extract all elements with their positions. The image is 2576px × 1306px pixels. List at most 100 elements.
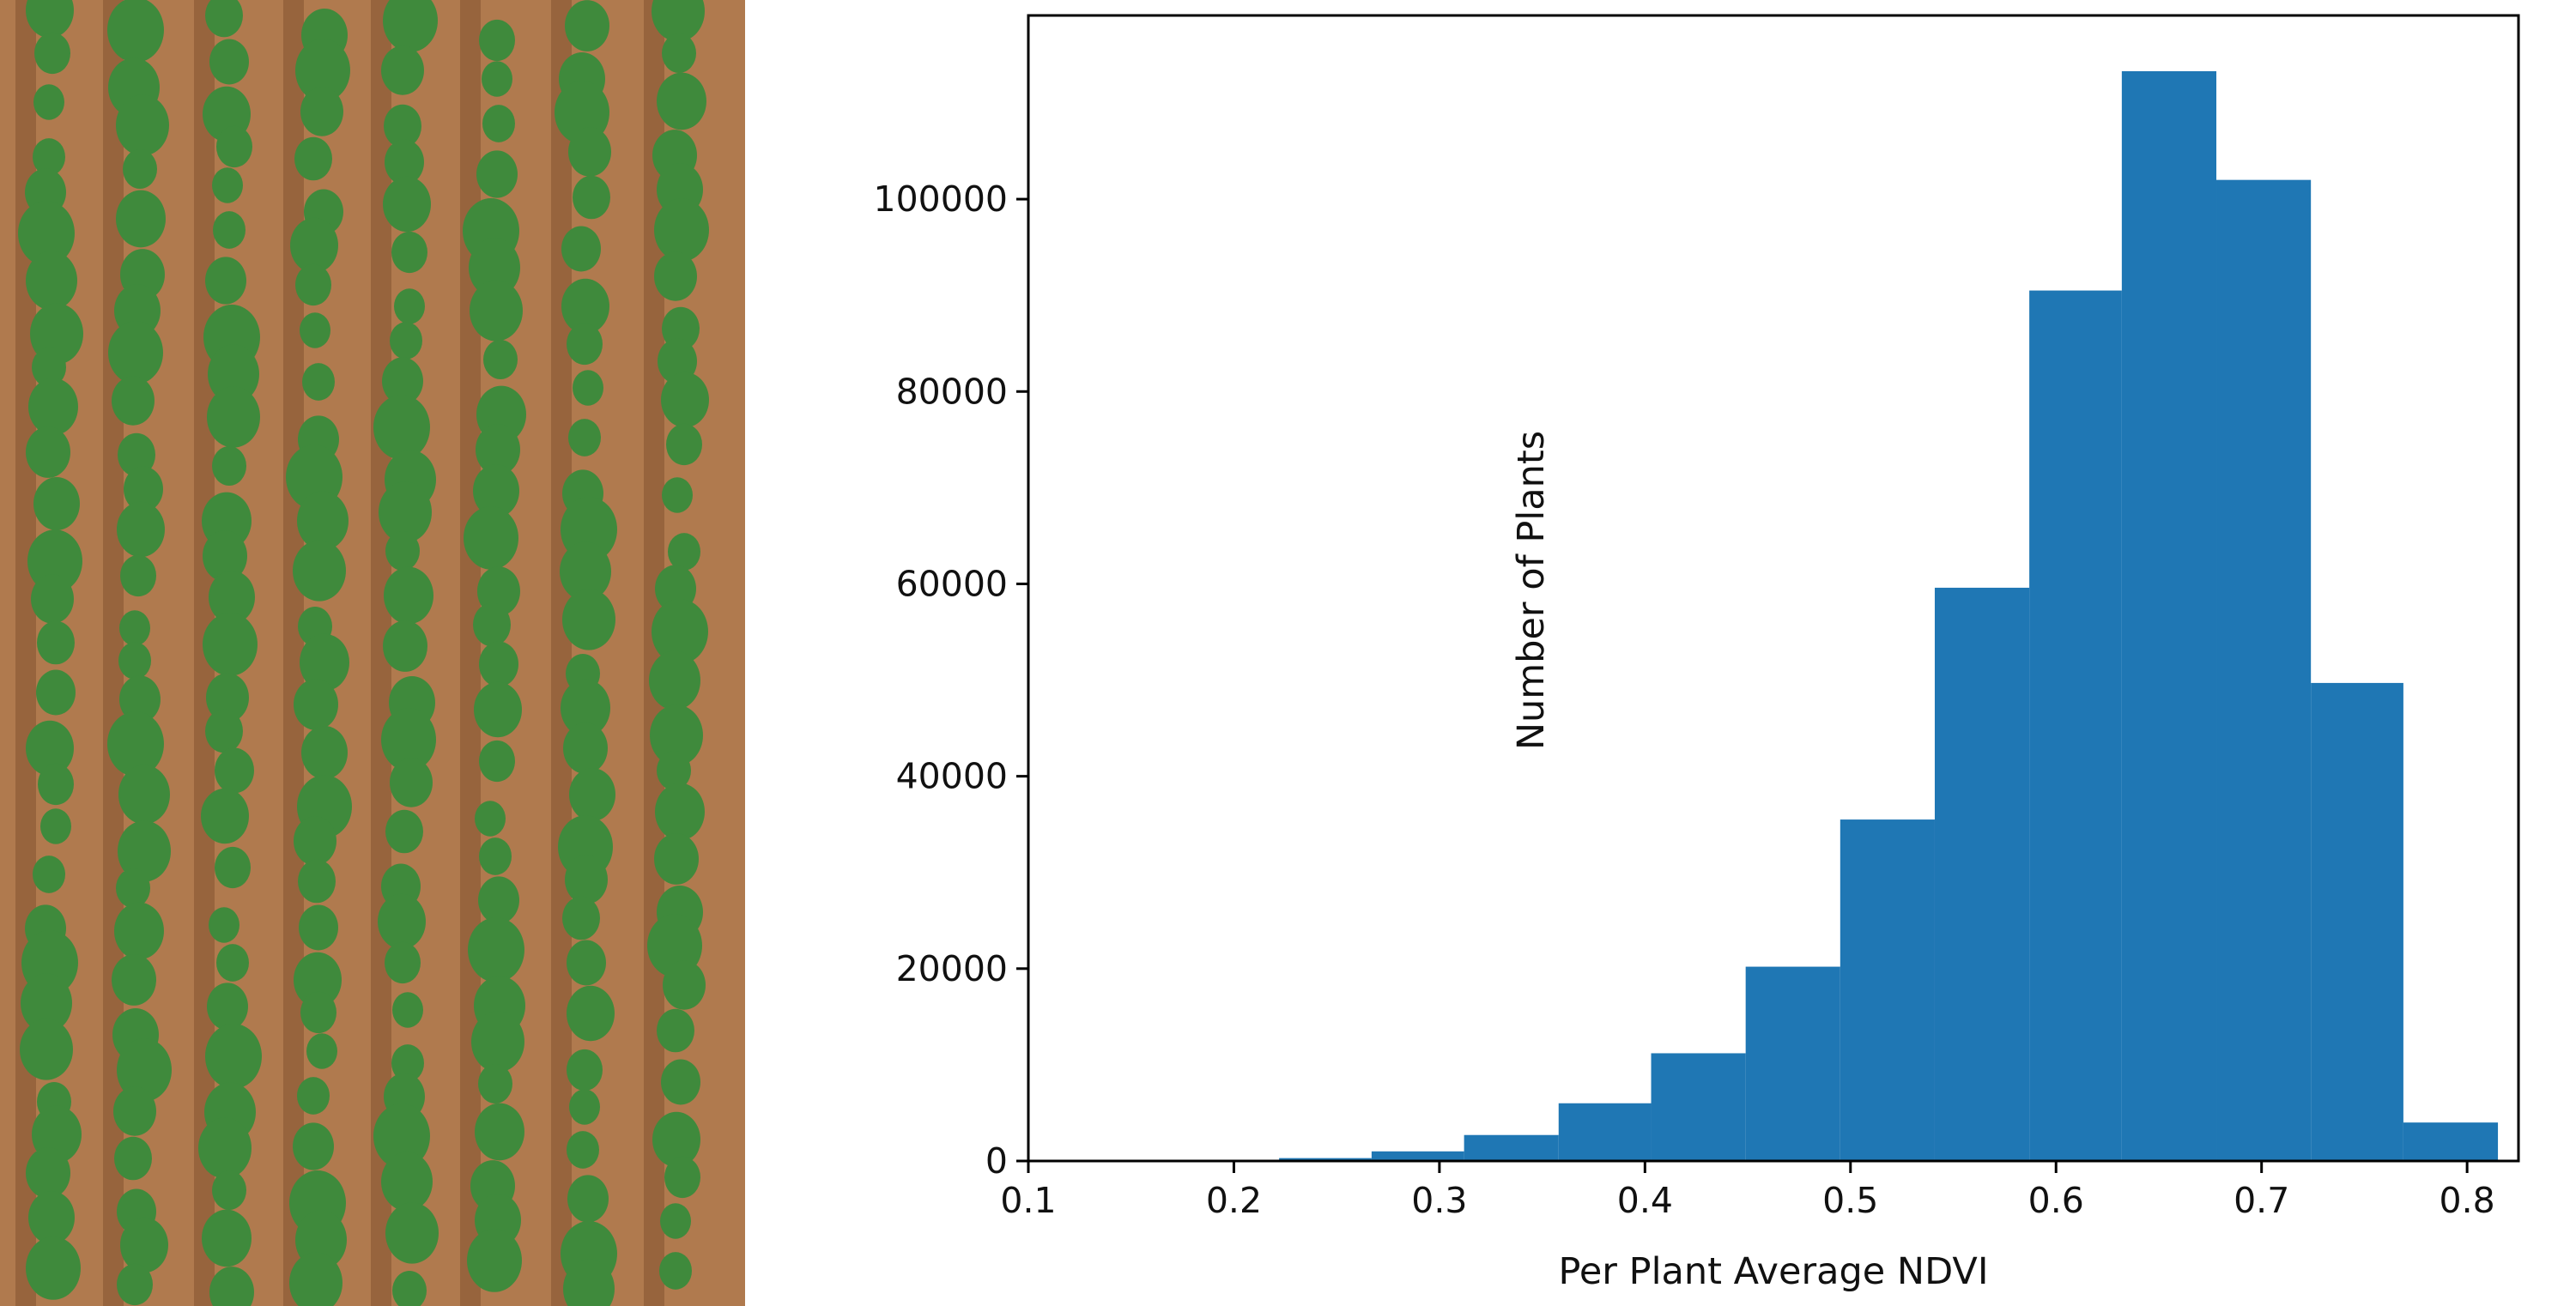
plant <box>478 1064 512 1103</box>
plant <box>201 788 249 844</box>
histogram-bar <box>2029 290 2122 1161</box>
plant <box>205 1024 262 1089</box>
x-tick-label: 0.4 <box>1617 1180 1673 1221</box>
plant <box>203 530 247 582</box>
histogram-bar <box>1464 1134 1559 1161</box>
plant <box>294 679 338 730</box>
plant <box>464 506 518 570</box>
plant <box>661 372 709 428</box>
plant <box>118 642 151 680</box>
y-axis-ticks: 0 20000 40000 60000 80000 100000 <box>873 178 1028 1182</box>
histogram-bar <box>2403 1122 2499 1161</box>
plant <box>475 801 506 837</box>
plant <box>21 973 72 1033</box>
furrow <box>283 0 304 1306</box>
plant <box>290 217 338 274</box>
plant <box>473 463 519 518</box>
plant <box>212 446 246 486</box>
plant <box>390 322 422 360</box>
plant <box>383 0 438 52</box>
plant <box>32 348 66 387</box>
plant <box>382 357 423 405</box>
plant <box>293 1122 334 1170</box>
plant <box>215 747 254 794</box>
plant <box>205 0 243 38</box>
plant <box>117 501 165 558</box>
plant <box>567 1049 603 1091</box>
plant <box>469 238 520 298</box>
plant <box>483 340 518 379</box>
plant <box>117 1263 153 1306</box>
plant <box>207 386 260 448</box>
x-tick-label: 0.5 <box>1822 1180 1878 1221</box>
plant <box>561 679 610 737</box>
plant <box>567 985 615 1042</box>
histogram-bar <box>2121 71 2217 1161</box>
plant <box>385 941 421 984</box>
plant <box>209 1267 254 1306</box>
plant <box>479 19 515 62</box>
plant <box>34 32 70 75</box>
plant <box>116 94 169 156</box>
plant <box>107 0 164 63</box>
plant <box>666 423 702 466</box>
plant <box>563 723 608 774</box>
y-tick-label: 0 <box>985 1140 1008 1182</box>
plant <box>301 725 348 780</box>
plant <box>297 1077 330 1115</box>
plant <box>652 1111 700 1168</box>
plant <box>33 138 65 176</box>
plant <box>476 150 518 198</box>
plant <box>560 541 611 602</box>
plant <box>381 45 424 95</box>
x-tick-label: 0.6 <box>2028 1180 2084 1221</box>
histogram-bar <box>2216 179 2312 1162</box>
plant <box>569 767 615 822</box>
plant <box>302 363 335 401</box>
furrow <box>460 0 481 1306</box>
plant <box>209 39 249 85</box>
plant <box>663 960 706 1010</box>
plant <box>216 125 252 168</box>
plant <box>114 902 164 960</box>
plant <box>299 904 338 951</box>
plant <box>378 893 426 950</box>
plant <box>294 816 336 866</box>
plant <box>381 1152 433 1212</box>
plant <box>107 711 164 777</box>
plant <box>385 809 423 854</box>
plant <box>479 740 515 783</box>
x-tick-label: 0.7 <box>2234 1180 2289 1221</box>
plant <box>662 306 700 351</box>
plant <box>573 370 603 406</box>
plant <box>209 570 255 625</box>
plant <box>662 477 693 513</box>
plant <box>471 1011 524 1073</box>
plant <box>205 257 246 305</box>
plant-rows <box>18 0 709 1306</box>
plant <box>216 944 249 982</box>
plant <box>294 952 342 1008</box>
plant <box>657 751 691 790</box>
histogram-bar <box>1651 1053 1746 1161</box>
plant <box>209 907 239 943</box>
plant <box>198 1117 252 1179</box>
x-tick-label: 0.2 <box>1206 1180 1262 1221</box>
plant <box>383 176 431 233</box>
plant <box>562 896 600 940</box>
plant <box>474 681 522 738</box>
plant <box>568 419 601 456</box>
plant <box>306 1033 337 1069</box>
y-tick-label: 20000 <box>896 948 1008 989</box>
plant <box>208 344 259 404</box>
plant <box>473 602 511 647</box>
plant <box>120 554 156 597</box>
plant <box>31 574 74 624</box>
plant <box>300 312 330 348</box>
plant <box>124 466 163 512</box>
plant <box>300 87 343 136</box>
plant <box>26 1236 81 1300</box>
plant <box>392 992 423 1028</box>
plant <box>212 1170 246 1210</box>
y-axis-label: Number of Plants <box>1510 431 1553 750</box>
